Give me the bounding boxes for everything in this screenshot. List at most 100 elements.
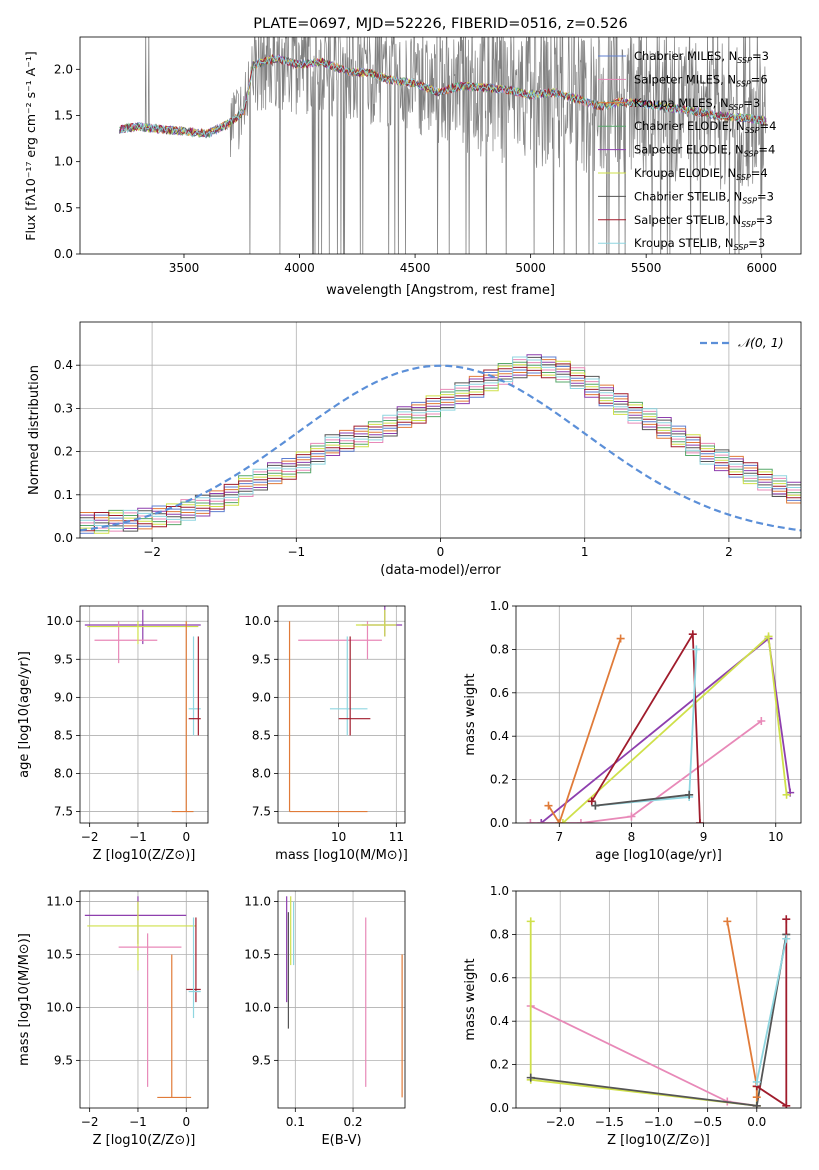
x-tick-label: 5000 — [515, 261, 546, 275]
y-tick-label: 8.0 — [54, 767, 73, 781]
y-tick-label: 11.0 — [46, 895, 73, 909]
x-tick-label: 11 — [389, 830, 404, 844]
weight-marker — [764, 632, 773, 641]
legend-label: Kroupa ELODIE, NSSP=4 — [634, 166, 768, 182]
weight-line — [529, 921, 758, 1107]
weight-line — [530, 720, 762, 823]
x-tick-label: 3500 — [169, 261, 200, 275]
weight-marker — [526, 1073, 535, 1082]
observed-spectrum-line — [118, 37, 767, 254]
chart-title: PLATE=0697, MJD=52226, FIBERID=0516, z=0… — [253, 16, 627, 32]
x-axis-label: Z [log10(Z/Z⊙)] — [607, 1133, 710, 1148]
legend-label: Salpeter ELODIE, NSSP=4 — [634, 143, 775, 159]
y-tick-label: 0.2 — [490, 773, 509, 787]
y-tick-label: 9.5 — [252, 652, 271, 666]
histogram-area — [80, 354, 801, 534]
age-vs-mass-axes: 10 11 7.5 8.0 8.5 9.0 9.5 10.0 mass [log10(M/M⊙)… — [244, 605, 408, 863]
weight-marker — [555, 819, 564, 823]
x-tick-label: −2 — [81, 830, 99, 844]
x-axis-label: age [log10(age/yr)] — [595, 848, 722, 863]
weight-marker — [782, 790, 791, 799]
mass-vs-Z-axes: −2 −1 0 9.5 10.0 10.5 11.0 Z [log10(Z/Z⊙)] mass … — [17, 890, 209, 1148]
gaussian-curve — [80, 364, 801, 532]
x-tick-label: 0.2 — [343, 1115, 362, 1129]
weight-marker — [685, 790, 694, 799]
x-tick-label: −1 — [129, 1115, 147, 1129]
weight-marker — [782, 1101, 791, 1108]
x-tick-label: −1.0 — [644, 1115, 673, 1129]
y-tick-label: 9.0 — [252, 690, 271, 704]
weight-area — [526, 630, 795, 823]
legend-label: 𝒩(0, 1) — [738, 335, 784, 350]
x-tick-label: 0 — [437, 545, 445, 559]
residuals-axes: −2 −1 0 1 2 0.0 0.1 0.2 0.3 0.4 (data-model)/error… — [27, 321, 802, 578]
weight-marker — [544, 801, 553, 810]
legend-label: Salpeter STELIB, NSSP=3 — [634, 213, 773, 229]
x-axis-label: wavelength [Angstrom, rest frame] — [326, 283, 555, 298]
errorbar-area — [288, 606, 403, 813]
weight-marker — [587, 797, 596, 806]
x-tick-label: 0 — [182, 1115, 190, 1129]
y-tick-label: 8.5 — [54, 728, 73, 742]
axes-frame — [79, 605, 209, 824]
axes-frame — [79, 321, 802, 539]
y-axis-label: age [log10(age/yr)] — [17, 651, 32, 778]
weight-line — [755, 938, 788, 1083]
histogram-step-line — [80, 354, 801, 529]
x-tick-label: 8 — [628, 830, 636, 844]
y-axis-label: mass weight — [463, 958, 478, 1040]
x-tick-label: 6000 — [746, 261, 777, 275]
x-axis-label: mass [log10(M/M⊙)] — [275, 848, 408, 863]
axes-frame — [79, 890, 209, 1109]
y-tick-label: 11.0 — [244, 895, 271, 909]
histogram-step-line — [80, 361, 801, 532]
x-tick-label: 4000 — [284, 261, 315, 275]
y-tick-label: 0.4 — [490, 729, 509, 743]
legend-label: Chabrier MILES, NSSP=3 — [634, 49, 769, 65]
legend-label: Kroupa MILES, NSSP=3 — [634, 96, 760, 112]
legend-label: Kroupa STELIB, NSSP=3 — [634, 236, 765, 252]
x-tick-label: 9 — [700, 830, 708, 844]
y-tick-label: 10.0 — [46, 1000, 73, 1014]
y-axis-label: Normed distribution — [27, 365, 42, 495]
weight-marker — [757, 717, 766, 726]
y-tick-label: 1.0 — [54, 155, 73, 169]
axes-frame — [277, 605, 406, 824]
x-tick-label: 1 — [581, 545, 589, 559]
y-tick-label: 0.5 — [54, 201, 73, 215]
axes-frame — [515, 890, 802, 1109]
x-tick-label: 10 — [768, 830, 783, 844]
weight-line — [595, 649, 698, 807]
x-axis-label: E(B-V) — [321, 1133, 361, 1148]
y-tick-label: 0.4 — [490, 1014, 509, 1028]
x-tick-label: −1 — [129, 830, 147, 844]
histogram-step-line — [80, 356, 801, 529]
errorbar-area — [84, 896, 201, 1099]
y-tick-label: 1.5 — [54, 108, 73, 122]
x-tick-label: −1 — [287, 545, 305, 559]
histogram-step-line — [80, 363, 801, 532]
y-tick-label: 0.8 — [490, 642, 509, 656]
weight-marker — [782, 915, 791, 924]
mass-vs-EBV-axes: 0.1 0.2 9.5 10.0 10.5 11.0 E(B-V) — [244, 890, 406, 1148]
weight-vs-Z-axes: −2.0 −1.5 −1.0 −0.5 0.0 0.0 0.2 0.4 0.6 0.8 1.0 Z [… — [463, 884, 802, 1148]
y-tick-label: 0.6 — [490, 971, 509, 985]
legend-label: Chabrier STELIB, NSSP=3 — [634, 189, 774, 205]
legend-label: Salpeter MILES, NSSP=6 — [634, 72, 768, 88]
y-tick-label: 0.0 — [490, 816, 509, 830]
x-tick-label: 2 — [725, 545, 733, 559]
axes-frame — [277, 890, 406, 1109]
y-axis-label: Flux [fλ10⁻¹⁷ erg cm⁻² s⁻¹ A⁻¹] — [23, 51, 38, 240]
x-axis-label: Z [log10(Z/Z⊙)] — [93, 848, 196, 863]
x-tick-label: 0.1 — [286, 1115, 305, 1129]
weight-line — [595, 793, 690, 807]
y-tick-label: 9.0 — [54, 690, 73, 704]
axes-frame — [79, 36, 802, 255]
y-tick-label: 10.5 — [244, 948, 271, 962]
y-tick-label: 1.0 — [490, 884, 509, 898]
y-tick-label: 9.5 — [54, 652, 73, 666]
weight-marker — [688, 630, 697, 639]
age-vs-Z-axes: −2 −1 0 7.5 8.0 8.5 9.0 9.5 10.0 Z [log10(Z/Z⊙)] a… — [17, 605, 209, 863]
